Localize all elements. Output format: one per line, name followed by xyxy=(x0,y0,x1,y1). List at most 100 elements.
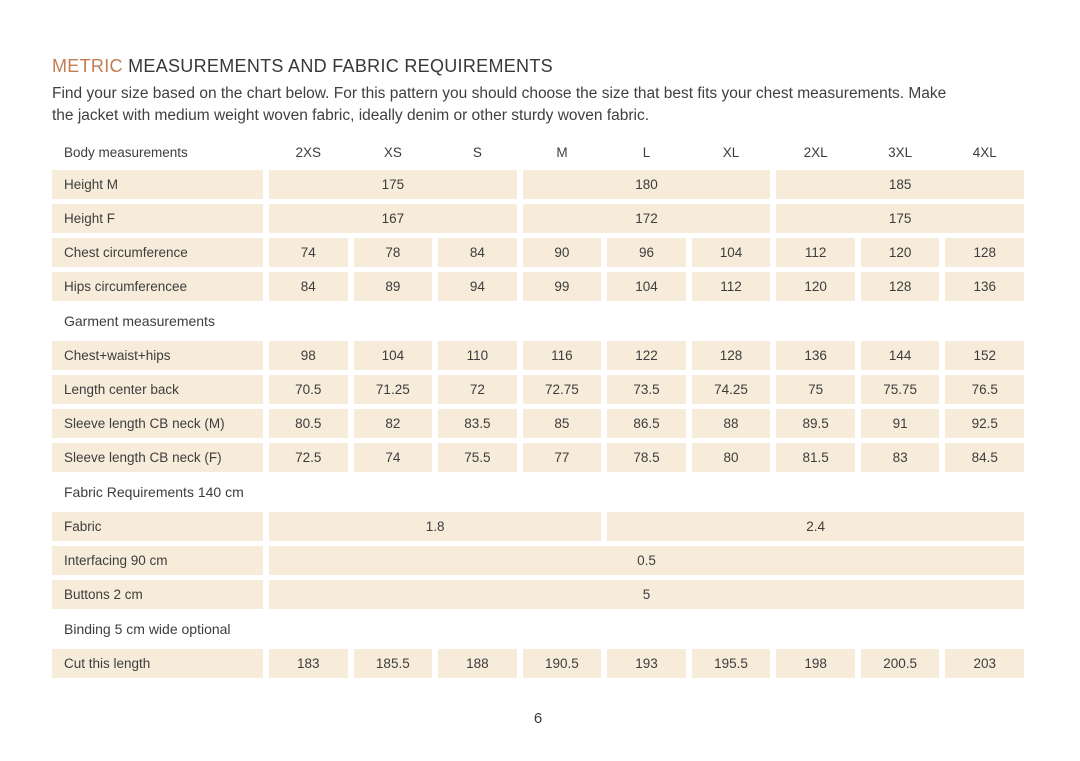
row-label: Height F xyxy=(52,204,263,233)
value-cell: 82 xyxy=(353,409,433,438)
value-cell: 128 xyxy=(691,341,771,370)
size-column-header: 2XS xyxy=(295,144,322,160)
row-label: Sleeve length CB neck (F) xyxy=(52,443,263,472)
value-cell: 71.25 xyxy=(353,375,433,404)
value-cell: 83.5 xyxy=(438,409,517,438)
value-cell: 74 xyxy=(269,238,348,267)
value-cell: 74.25 xyxy=(691,375,771,404)
table-row: Sleeve length CB neck (F) 72.5 74 75.5 77 78.… xyxy=(52,443,1024,472)
value-cell: 5 xyxy=(269,580,1024,609)
value-cell: 193 xyxy=(607,649,686,678)
size-column-header: M xyxy=(556,144,568,160)
table-row: Hips circumferencee 84 89 94 99 104 112 120 128 1… xyxy=(52,272,1024,301)
row-label: Chest+waist+hips xyxy=(52,341,263,370)
value-cell: 128 xyxy=(860,272,940,301)
value-cell: 172 xyxy=(522,204,771,233)
table-header-label: Body measurements xyxy=(64,144,188,160)
value-cell: 128 xyxy=(945,238,1024,267)
row-label: Fabric xyxy=(52,512,263,541)
size-column-header: 2XL xyxy=(803,144,828,160)
value-cell: 84 xyxy=(269,272,348,301)
row-label: Hips circumferencee xyxy=(52,272,263,301)
value-cell: 120 xyxy=(860,238,940,267)
value-cell: 80.5 xyxy=(269,409,348,438)
row-label: Interfacing 90 cm xyxy=(52,546,263,575)
value-cell: 84.5 xyxy=(945,443,1024,472)
size-column-header: L xyxy=(642,144,651,160)
value-cell: 76.5 xyxy=(945,375,1024,404)
value-cell: 120 xyxy=(776,272,855,301)
value-cell: 75 xyxy=(776,375,855,404)
value-cell: 195.5 xyxy=(691,649,771,678)
value-cell: 98 xyxy=(269,341,348,370)
value-cell: 0.5 xyxy=(269,546,1024,575)
value-cell: 77 xyxy=(522,443,602,472)
intro-paragraph: Find your size based on the chart below.… xyxy=(52,85,947,124)
value-cell: 72 xyxy=(438,375,517,404)
value-cell: 86.5 xyxy=(607,409,686,438)
value-cell: 122 xyxy=(607,341,686,370)
table-row: Chest circumference 74 78 84 90 96 104 112 120 12… xyxy=(52,238,1024,267)
size-column-header: XL xyxy=(722,144,740,160)
page-number: 6 xyxy=(533,710,543,727)
value-cell: 185.5 xyxy=(353,649,433,678)
value-cell: 81.5 xyxy=(776,443,855,472)
table-row: Cut this length 183 185.5 188 190.5 193 195.5 1… xyxy=(52,649,1024,678)
value-cell: 180 xyxy=(522,170,771,199)
value-cell: 78 xyxy=(353,238,433,267)
value-cell: 73.5 xyxy=(607,375,686,404)
value-cell: 94 xyxy=(438,272,517,301)
value-cell: 90 xyxy=(522,238,602,267)
section-label: Binding 5 cm wide optional xyxy=(64,620,231,637)
value-cell: 72.75 xyxy=(522,375,602,404)
table-header-row: Body measurements 2XS XS S M L XL 2XL 3XL 4XL xyxy=(52,140,1024,164)
value-cell: 110 xyxy=(438,341,517,370)
value-cell: 75.5 xyxy=(438,443,517,472)
value-cell: 89 xyxy=(353,272,433,301)
table-row: Height F 167 172 175 xyxy=(52,204,1024,233)
value-cell: 99 xyxy=(522,272,602,301)
value-cell: 85 xyxy=(522,409,602,438)
size-column-header: S xyxy=(472,144,482,160)
size-column-header: XS xyxy=(383,144,402,160)
value-cell: 104 xyxy=(691,238,771,267)
value-cell: 116 xyxy=(522,341,602,370)
value-cell: 91 xyxy=(860,409,940,438)
value-cell: 185 xyxy=(776,170,1024,199)
table-row: Buttons 2 cm 5 xyxy=(52,580,1024,609)
value-cell: 74 xyxy=(353,443,433,472)
value-cell: 92.5 xyxy=(945,409,1024,438)
value-cell: 144 xyxy=(860,341,940,370)
page-title-main: MEASUREMENTS AND FABRIC REQUIREMENTS xyxy=(122,56,553,76)
value-cell: 152 xyxy=(945,341,1024,370)
value-cell: 200.5 xyxy=(860,649,940,678)
row-label: Sleeve length CB neck (M) xyxy=(52,409,263,438)
row-label: Height M xyxy=(52,170,263,199)
table-row: Fabric 1.8 2.4 xyxy=(52,512,1024,541)
value-cell: 175 xyxy=(776,204,1024,233)
value-cell: 188 xyxy=(438,649,517,678)
size-column-header: 4XL xyxy=(972,144,997,160)
value-cell: 78.5 xyxy=(607,443,686,472)
value-cell: 203 xyxy=(945,649,1024,678)
value-cell: 89.5 xyxy=(776,409,855,438)
value-cell: 1.8 xyxy=(269,512,602,541)
value-cell: 198 xyxy=(776,649,855,678)
value-cell: 136 xyxy=(945,272,1024,301)
value-cell: 104 xyxy=(353,341,433,370)
size-column-header: 3XL xyxy=(888,144,913,160)
value-cell: 175 xyxy=(269,170,517,199)
row-label: Length center back xyxy=(52,375,263,404)
value-cell: 104 xyxy=(607,272,686,301)
value-cell: 167 xyxy=(269,204,517,233)
page-title-accent: METRIC xyxy=(52,56,123,76)
value-cell: 183 xyxy=(269,649,348,678)
section-label: Fabric Requirements 140 cm xyxy=(64,483,244,500)
value-cell: 136 xyxy=(776,341,855,370)
value-cell: 112 xyxy=(691,272,771,301)
value-cell: 83 xyxy=(860,443,940,472)
row-label: Buttons 2 cm xyxy=(52,580,263,609)
value-cell: 84 xyxy=(438,238,517,267)
value-cell: 96 xyxy=(607,238,686,267)
table-row: Interfacing 90 cm 0.5 xyxy=(52,546,1024,575)
